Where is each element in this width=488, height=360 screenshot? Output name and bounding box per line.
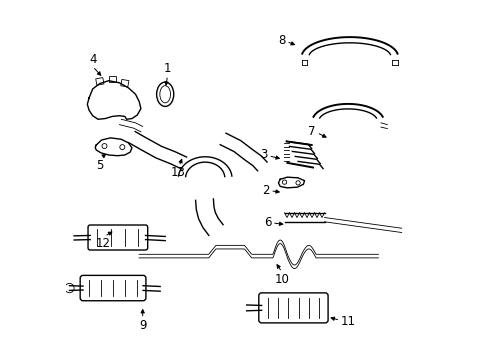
- Text: 8: 8: [278, 34, 285, 47]
- Bar: [96, 78, 103, 85]
- Text: 6: 6: [263, 216, 271, 229]
- Bar: [121, 80, 129, 87]
- Text: 13: 13: [171, 166, 185, 179]
- Text: 5: 5: [96, 158, 103, 172]
- Text: 4: 4: [89, 53, 96, 66]
- Text: 3: 3: [260, 148, 267, 162]
- Text: 7: 7: [308, 125, 315, 138]
- Text: 12: 12: [96, 237, 111, 250]
- Text: 10: 10: [274, 273, 289, 286]
- Text: 2: 2: [262, 184, 269, 197]
- Text: 1: 1: [163, 62, 171, 75]
- Bar: [108, 76, 116, 82]
- Text: 9: 9: [139, 319, 146, 332]
- Text: 11: 11: [340, 315, 355, 328]
